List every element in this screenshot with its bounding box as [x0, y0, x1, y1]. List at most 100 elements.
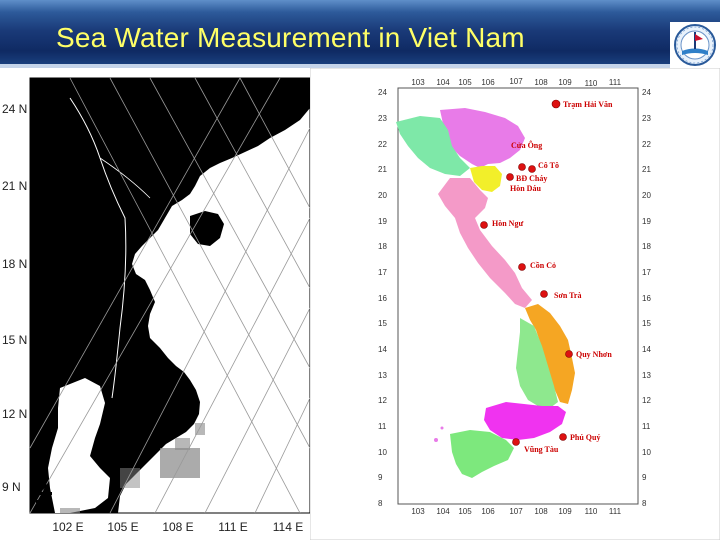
lat-tick-right: 16 [642, 294, 651, 303]
region-central [438, 178, 532, 308]
station-marker [559, 433, 567, 441]
station-marker [565, 350, 573, 358]
region-highlands [516, 318, 558, 408]
lat-ticks-right: 24 23 22 21 20 19 18 17 16 15 14 13 12 1… [642, 88, 651, 508]
lon-tick-bottom: 108 [534, 507, 548, 516]
lat-tick: 20 [378, 191, 387, 200]
region-northeast [396, 116, 470, 176]
lat-tick-right: 23 [642, 114, 651, 123]
station-label: Cồn Cỏ [530, 261, 556, 270]
lon-tick-bottom: 106 [481, 507, 495, 516]
station-marker [540, 290, 548, 298]
lon-tick-bottom: 110 [585, 507, 598, 516]
station-label: Phú Quý [570, 433, 600, 442]
lat-label: 24 N [2, 102, 27, 116]
lat-tick: 24 [378, 88, 387, 97]
station-label: Cửa Ông [511, 140, 542, 150]
lat-tick: 9 [378, 473, 383, 482]
lat-tick: 8 [378, 499, 383, 508]
lon-tick: 109 [558, 78, 572, 87]
lat-tick-right: 11 [642, 422, 651, 431]
lat-tick: 10 [378, 448, 387, 457]
region-north [440, 108, 525, 168]
north-arrow-icon [36, 478, 52, 510]
lon-tick: 108 [534, 78, 548, 87]
station-marker [480, 221, 488, 229]
lat-tick: 23 [378, 114, 387, 123]
lat-tick: 11 [378, 422, 387, 431]
station-label: Hòn Dáu [510, 184, 541, 193]
lat-tick-right: 14 [642, 345, 651, 354]
lat-tick-right: 21 [642, 165, 651, 174]
station-label: Hòn Ngư [492, 219, 523, 228]
lat-label: 9 N [2, 480, 21, 494]
lat-tick-right: 15 [642, 319, 651, 328]
lon-tick: 104 [436, 78, 450, 87]
lat-label: 21 N [2, 179, 27, 193]
lat-tick-right: 17 [642, 268, 651, 277]
station-marker [518, 263, 526, 271]
region-delta [470, 166, 502, 192]
lat-tick: 18 [378, 242, 387, 251]
lon-tick-bottom: 104 [436, 507, 450, 516]
station-label: Trạm Hải Văn [563, 100, 613, 109]
lat-tick: 17 [378, 268, 387, 277]
lat-tick-right: 19 [642, 217, 651, 226]
lon-tick: 110 [585, 79, 598, 88]
lat-tick: 19 [378, 217, 387, 226]
lon-label: 105 E [107, 520, 138, 534]
lon-tick-bottom: 107 [509, 507, 523, 516]
lon-tick-bottom: 105 [458, 507, 472, 516]
lat-tick: 21 [378, 165, 387, 174]
region-southeast [484, 402, 566, 440]
station-marker [518, 163, 526, 171]
station-marker [551, 99, 561, 109]
lon-tick-bottom: 111 [609, 507, 622, 516]
station-label: Cô Tô [538, 161, 559, 170]
lat-label: 18 N [2, 257, 27, 271]
lon-tick: 107 [509, 77, 523, 86]
station-marker [528, 165, 536, 173]
lat-label: 12 N [2, 407, 27, 421]
lon-tick: 105 [458, 78, 472, 87]
station-label: Quy Nhơn [576, 350, 612, 359]
lat-tick: 22 [378, 140, 387, 149]
lat-tick-right: 24 [642, 88, 651, 97]
lat-ticks-left: 24 23 22 21 20 19 18 17 16 15 14 13 12 1… [378, 88, 387, 508]
lat-tick-right: 8 [642, 499, 647, 508]
lon-tick: 106 [481, 78, 495, 87]
lat-tick-right: 9 [642, 473, 647, 482]
lat-tick: 15 [378, 319, 387, 328]
lat-tick: 13 [378, 371, 387, 380]
station-label: Vũng Tàu [524, 445, 559, 454]
lon-label: 114 E [273, 520, 303, 534]
station-map: 103 104 105 106 107 108 109 110 111 103 … [310, 68, 720, 540]
lon-tick-bottom: 103 [411, 507, 425, 516]
institute-logo [670, 22, 720, 68]
station-label: Sơn Trà [554, 291, 581, 300]
lon-label: 108 E [162, 520, 193, 534]
region-central-coast [525, 304, 575, 404]
lat-tick-right: 13 [642, 371, 651, 380]
lon-label: 102 E [52, 520, 83, 534]
lat-tick-right: 22 [642, 140, 651, 149]
lat-tick: 12 [378, 396, 387, 405]
title-bar [0, 0, 720, 68]
lat-tick-right: 18 [642, 242, 651, 251]
station-label: BĐ Cháy [516, 174, 547, 183]
lat-tick: 16 [378, 294, 387, 303]
station-marker [506, 173, 514, 181]
lon-tick: 103 [411, 78, 425, 87]
lat-tick-right: 20 [642, 191, 651, 200]
satellite-track-map: 24 N 21 N 18 N 15 N 12 N 9 N 102 E 105 E… [0, 68, 310, 540]
lon-tick-bottom: 109 [558, 507, 572, 516]
lat-tick-right: 12 [642, 396, 651, 405]
lon-tick: 111 [609, 78, 622, 87]
slide-title: Sea Water Measurement in Viet Nam [56, 22, 525, 53]
lat-tick-right: 10 [642, 448, 651, 457]
lon-label: 111 E [218, 520, 248, 534]
lat-label: 15 N [2, 333, 27, 347]
lat-tick: 14 [378, 345, 387, 354]
region-mekong [450, 430, 514, 478]
station-marker [512, 438, 520, 446]
